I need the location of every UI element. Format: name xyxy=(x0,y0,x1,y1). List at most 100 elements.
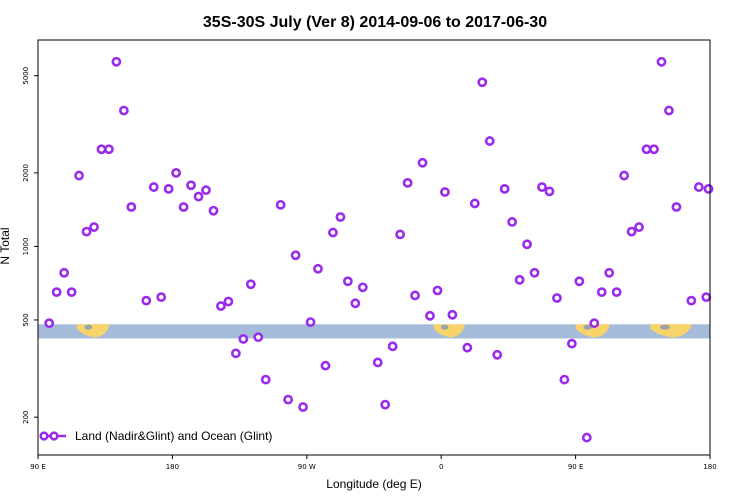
data-point xyxy=(395,229,406,240)
data-point xyxy=(574,276,585,287)
y-tick-label: 5000 xyxy=(22,67,30,85)
land-detail xyxy=(659,324,670,330)
data-point xyxy=(298,402,308,412)
data-point xyxy=(104,144,114,155)
data-point xyxy=(253,332,264,343)
data-point xyxy=(186,180,196,191)
data-point xyxy=(484,136,495,146)
data-point xyxy=(634,222,644,232)
land-detail xyxy=(84,324,93,330)
data-point xyxy=(342,276,353,287)
x-tick-label: 90 E xyxy=(568,463,584,471)
data-point xyxy=(275,199,286,210)
data-point xyxy=(156,292,167,303)
data-point xyxy=(596,287,607,298)
data-point xyxy=(59,267,70,278)
y-tick-label: 1000 xyxy=(22,238,30,256)
data-point xyxy=(335,212,346,222)
data-point xyxy=(619,170,630,181)
data-point xyxy=(417,157,428,168)
data-point xyxy=(701,292,712,303)
data-point xyxy=(66,287,77,298)
data-point xyxy=(223,296,234,307)
data-point xyxy=(529,267,540,278)
data-point xyxy=(350,298,361,309)
data-point xyxy=(469,198,480,209)
data-point xyxy=(290,250,301,261)
data-point xyxy=(238,334,249,344)
land-detail xyxy=(440,324,449,330)
x-tick-label: 180 xyxy=(703,463,716,471)
data-point xyxy=(357,282,368,293)
x-tick-label: 90 E xyxy=(30,463,46,471)
data-point xyxy=(402,178,413,188)
data-point xyxy=(118,105,129,116)
data-point xyxy=(693,182,704,192)
data-point xyxy=(148,182,159,192)
land-detail xyxy=(583,324,592,330)
data-point xyxy=(514,274,525,285)
data-point xyxy=(611,287,622,298)
data-point xyxy=(260,374,271,385)
data-point xyxy=(432,285,443,296)
data-point xyxy=(141,295,152,306)
data-point xyxy=(686,295,697,306)
data-point xyxy=(664,105,674,116)
x-tick-label: 0 xyxy=(439,463,443,471)
x-tick-label: 90 W xyxy=(298,463,316,471)
data-point xyxy=(507,217,518,227)
data-point xyxy=(74,170,84,181)
data-point xyxy=(649,144,659,155)
ocean-band xyxy=(38,324,710,339)
legend-entry: Land (Nadir&Glint) and Ocean (Glint) xyxy=(75,429,272,443)
data-point xyxy=(410,290,420,301)
data-point xyxy=(163,183,174,194)
data-point xyxy=(320,360,331,371)
data-point xyxy=(641,144,652,155)
x-axis-label: Longitude (deg E) xyxy=(326,477,421,491)
data-point xyxy=(111,56,122,67)
data-point xyxy=(245,279,256,290)
data-point xyxy=(604,267,615,278)
data-point xyxy=(447,309,458,320)
data-point xyxy=(313,263,323,274)
data-point xyxy=(462,342,473,353)
data-point xyxy=(283,394,294,405)
data-point xyxy=(566,338,577,349)
y-tick-label: 200 xyxy=(22,410,30,423)
plot-frame xyxy=(37,39,711,456)
data-point xyxy=(559,374,570,385)
data-point xyxy=(126,202,137,212)
data-point xyxy=(201,185,211,196)
data-point xyxy=(387,341,398,352)
data-points xyxy=(44,56,714,443)
chart-title: 35S-30S July (Ver 8) 2014-09-06 to 2017-… xyxy=(203,14,547,31)
legend-marker xyxy=(39,431,49,441)
data-point xyxy=(171,167,182,178)
data-point xyxy=(671,202,682,212)
y-tick-label: 500 xyxy=(22,313,30,326)
x-tick-label: 180 xyxy=(166,463,179,471)
x-axis: 90 E 180 90 W 0 90 E 180 xyxy=(30,455,717,471)
data-point xyxy=(499,183,510,194)
y-tick-label: 2000 xyxy=(22,164,30,182)
surface-band xyxy=(38,324,710,339)
data-point xyxy=(477,77,488,88)
data-point xyxy=(81,226,92,237)
data-point xyxy=(626,226,637,237)
data-point xyxy=(328,227,338,238)
data-point xyxy=(581,432,592,443)
data-point xyxy=(703,183,714,194)
data-point xyxy=(89,222,99,232)
data-point xyxy=(216,301,226,311)
data-point xyxy=(305,317,316,328)
data-point xyxy=(230,348,241,359)
legend-marker xyxy=(49,431,59,441)
data-point xyxy=(193,191,204,202)
data-point xyxy=(522,239,532,250)
data-point xyxy=(552,293,562,303)
data-point xyxy=(589,318,600,329)
data-point xyxy=(208,205,219,216)
data-point xyxy=(380,399,391,410)
